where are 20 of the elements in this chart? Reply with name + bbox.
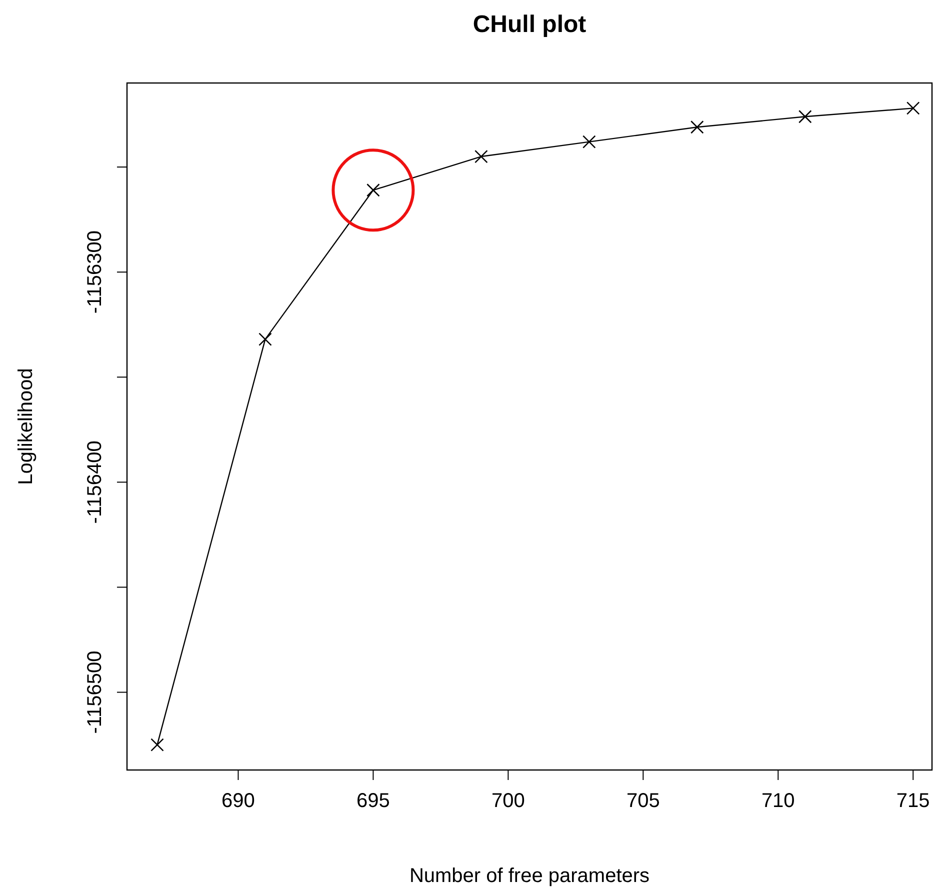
point [690, 120, 704, 134]
point [366, 183, 380, 197]
y-axis-title: Loglikelihood [15, 368, 37, 485]
y-tick-label: -1156400 [84, 440, 106, 524]
point [474, 150, 488, 164]
point [582, 135, 596, 148]
point [258, 332, 272, 346]
y-tick-label: -1156500 [84, 650, 106, 734]
chart-title: CHull plot [472, 11, 586, 38]
x-tick-label: 705 [626, 790, 660, 812]
x-tick-label: 700 [491, 790, 525, 812]
point [906, 102, 920, 115]
x-axis-title: Number of free parameters [409, 865, 650, 887]
x-tick-label: 710 [761, 790, 795, 812]
x-tick-label: 715 [896, 790, 930, 812]
x-tick-label: 690 [222, 790, 255, 812]
x-tick-label: 695 [356, 790, 390, 812]
point [798, 110, 812, 124]
y-tick-label: -1156300 [84, 230, 106, 314]
point [150, 738, 164, 752]
